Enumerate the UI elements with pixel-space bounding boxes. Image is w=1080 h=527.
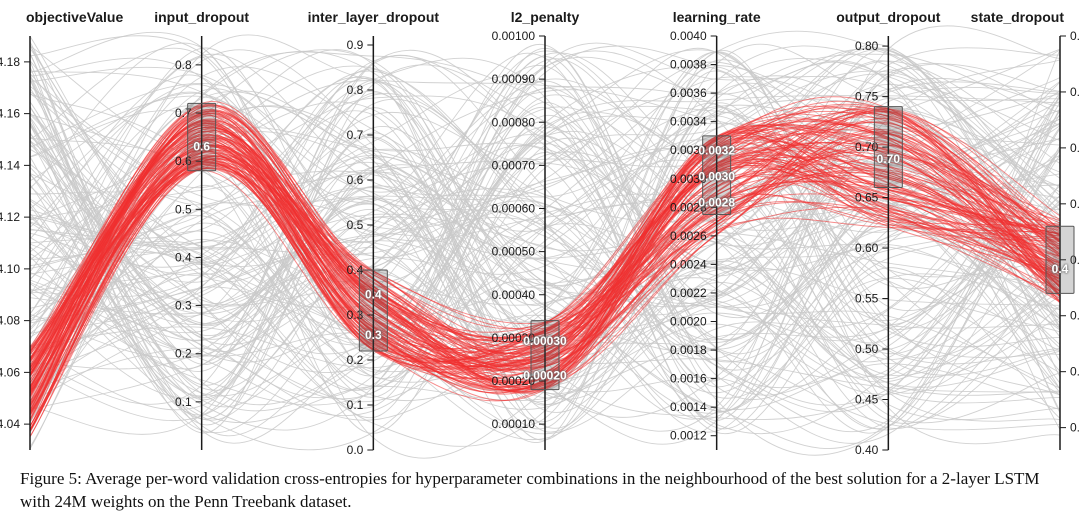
- axis-title: output_dropout: [836, 9, 941, 25]
- tick-label: 0.75: [855, 90, 879, 104]
- tick-label: 0.9: [347, 38, 364, 52]
- brush-label: 0.0032: [698, 143, 735, 157]
- tick-label: 0.0024: [670, 257, 707, 271]
- tick-label: 0.0034: [670, 115, 707, 129]
- tick-label: 0.00080: [492, 115, 536, 129]
- tick-label: 0.0026: [670, 229, 707, 243]
- tick-label: 0.8: [347, 83, 364, 97]
- tick-label: 4.10: [0, 262, 20, 276]
- tick-label: 0.2: [175, 347, 192, 361]
- brush-selection[interactable]: [874, 107, 902, 188]
- axis-title: l2_penalty: [511, 9, 580, 25]
- tick-label: 0.0036: [670, 86, 707, 100]
- tick-label: 4.12: [0, 210, 20, 224]
- tick-label: 0.60: [855, 241, 879, 255]
- tick-label: 0.3: [1070, 309, 1080, 323]
- tick-label: 0.0012: [670, 429, 707, 443]
- tick-label: 0.2: [347, 353, 364, 367]
- tick-label: 0.4: [175, 250, 192, 264]
- tick-label: 0.0: [347, 443, 364, 457]
- brush-label: 0.00020: [523, 368, 567, 382]
- figure-caption: Figure 5: Average per-word validation cr…: [20, 468, 1060, 514]
- tick-label: 0.0020: [670, 315, 707, 329]
- axis-title: objectiveValue: [26, 9, 123, 25]
- brush-label: 0.70: [877, 152, 901, 166]
- tick-label: 0.45: [855, 393, 879, 407]
- tick-label: 0.65: [855, 191, 879, 205]
- tick-label: 0.55: [855, 292, 879, 306]
- tick-label: 4.08: [0, 314, 20, 328]
- brush-label: 0.0028: [698, 196, 735, 210]
- tick-label: 0.5: [1070, 197, 1080, 211]
- tick-label: 4.18: [0, 55, 20, 69]
- tick-label: 0.0022: [670, 286, 707, 300]
- parallel-coordinates-chart: 4.04 4.06 4.08 4.10 4.12 4.14 4.16 4.18 objectiv…: [0, 0, 1080, 460]
- axis-title: inter_layer_dropout: [308, 9, 440, 25]
- tick-label: 4.16: [0, 107, 20, 121]
- tick-label: 0.00100: [492, 29, 536, 43]
- axis-title: state_dropout: [971, 9, 1065, 25]
- tick-label: 0.1: [175, 395, 192, 409]
- tick-label: 0.2: [1070, 365, 1080, 379]
- tick-label: 0.00090: [492, 72, 536, 86]
- brush-label: 0.00030: [523, 334, 567, 348]
- tick-label: 0.1: [347, 398, 364, 412]
- tick-label: 0.00040: [492, 288, 536, 302]
- tick-label: 0.00050: [492, 245, 536, 259]
- tick-label: 0.0040: [670, 29, 707, 43]
- tick-label: 0.3: [175, 299, 192, 313]
- tick-label: 4.06: [0, 365, 20, 379]
- tick-label: 0.0038: [670, 58, 707, 72]
- tick-label: 0.00060: [492, 202, 536, 216]
- tick-label: 0.80: [855, 39, 879, 53]
- tick-label: 0.8: [175, 58, 192, 72]
- brush-selection[interactable]: [1046, 226, 1074, 293]
- axis-title: learning_rate: [673, 9, 761, 25]
- brush-label: 0.4: [365, 287, 382, 301]
- tick-label: 0.7: [347, 128, 364, 142]
- tick-label: 0.00070: [492, 158, 536, 172]
- tick-label: 0.00010: [492, 417, 536, 431]
- brush-label: 0.6: [193, 140, 210, 154]
- tick-label: 0.0014: [670, 400, 707, 414]
- tick-label: 4.04: [0, 417, 20, 431]
- tick-label: 0.6: [1070, 141, 1080, 155]
- tick-label: 4.14: [0, 158, 20, 172]
- tick-label: 0.1: [1070, 421, 1080, 435]
- tick-label: 0.0016: [670, 372, 707, 386]
- axis-title: input_dropout: [154, 9, 249, 25]
- chart-svg: 4.04 4.06 4.08 4.10 4.12 4.14 4.16 4.18 objectiv…: [0, 0, 1080, 460]
- brush-label: 0.0030: [698, 169, 735, 183]
- tick-label: 0.50: [855, 342, 879, 356]
- brush-label: 0.4: [1052, 262, 1069, 276]
- tick-label: 0.40: [855, 443, 879, 457]
- brush-selection[interactable]: [188, 103, 216, 170]
- tick-label: 0.7: [1070, 85, 1080, 99]
- tick-label: 0.5: [347, 218, 364, 232]
- tick-label: 0.8: [1070, 29, 1080, 43]
- brush-label: 0.3: [365, 328, 382, 342]
- tick-label: 0.6: [347, 173, 364, 187]
- tick-label: 0.0018: [670, 343, 707, 357]
- tick-label: 0.5: [175, 202, 192, 216]
